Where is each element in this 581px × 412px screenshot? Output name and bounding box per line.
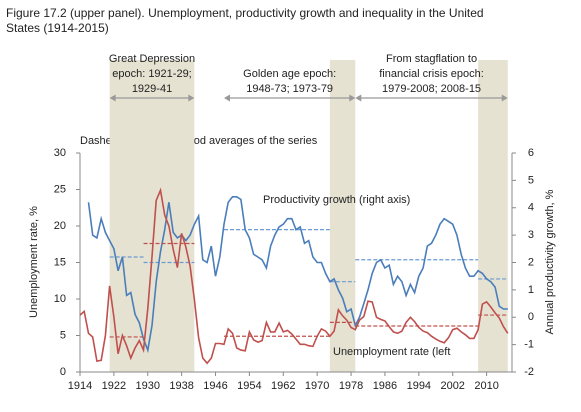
y2-tick-label: 5	[528, 174, 534, 186]
epoch-label: 1948-73; 1973-79	[246, 83, 333, 95]
y2-tick-label: 1	[528, 284, 534, 296]
series-line	[87, 196, 508, 354]
y-tick-label: 15	[54, 256, 66, 268]
y2-tick-label: 0	[528, 311, 534, 323]
x-tick-label: 1922	[102, 380, 126, 392]
y-tick-label: 20	[54, 220, 66, 232]
epoch-label: Golden age epoch:	[243, 68, 336, 80]
series-label: Productivity growth (right axis)	[263, 194, 410, 206]
y2-tick-label: -2	[524, 366, 534, 378]
x-tick-label: 1930	[136, 380, 160, 392]
y2-tick-label: -1	[524, 339, 534, 351]
x-tick-label: 1994	[407, 380, 431, 392]
series-label: Unemployment rate (left	[333, 346, 450, 358]
y-tick-label: 25	[54, 183, 66, 195]
y-tick-label: 30	[54, 147, 66, 159]
epoch-label: financial crisis epoch:	[379, 68, 484, 80]
shaded-period	[329, 60, 356, 372]
x-tick-label: 1986	[373, 380, 397, 392]
chart-title: States (1914-2015)	[6, 21, 109, 35]
y2-axis-label: Annual productivity growth, %	[544, 189, 556, 334]
x-tick-label: 1954	[237, 380, 261, 392]
x-tick-label: 2010	[474, 380, 498, 392]
y-tick-label: 5	[60, 329, 66, 341]
x-tick-label: 1970	[305, 380, 329, 392]
x-tick-label: 1962	[271, 380, 295, 392]
chart-title: Figure 17.2 (upper panel). Unemployment,…	[6, 6, 484, 20]
series-line	[79, 187, 509, 365]
shaded-period	[478, 60, 508, 372]
x-tick-label: 2002	[440, 380, 464, 392]
epoch-label: 1979-2008; 2008-15	[382, 83, 481, 95]
y-tick-label: 0	[60, 366, 66, 378]
epoch-label: From stagflation to	[386, 53, 477, 65]
x-tick-label: 1978	[339, 380, 363, 392]
y-axis-label: Unemployment rate, %	[28, 206, 40, 318]
epoch-label: epoch: 1921-29;	[112, 68, 192, 80]
epoch-label: 1929-41	[132, 83, 172, 95]
x-tick-label: 1938	[169, 380, 193, 392]
x-tick-label: 1946	[203, 380, 227, 392]
y2-tick-label: 6	[528, 147, 534, 159]
x-tick-label: 1914	[68, 380, 92, 392]
y2-tick-label: 2	[528, 256, 534, 268]
y2-tick-label: 3	[528, 229, 534, 241]
epoch-label: Great Depression	[109, 53, 195, 65]
y2-tick-label: 4	[528, 202, 534, 214]
y-tick-label: 10	[54, 293, 66, 305]
